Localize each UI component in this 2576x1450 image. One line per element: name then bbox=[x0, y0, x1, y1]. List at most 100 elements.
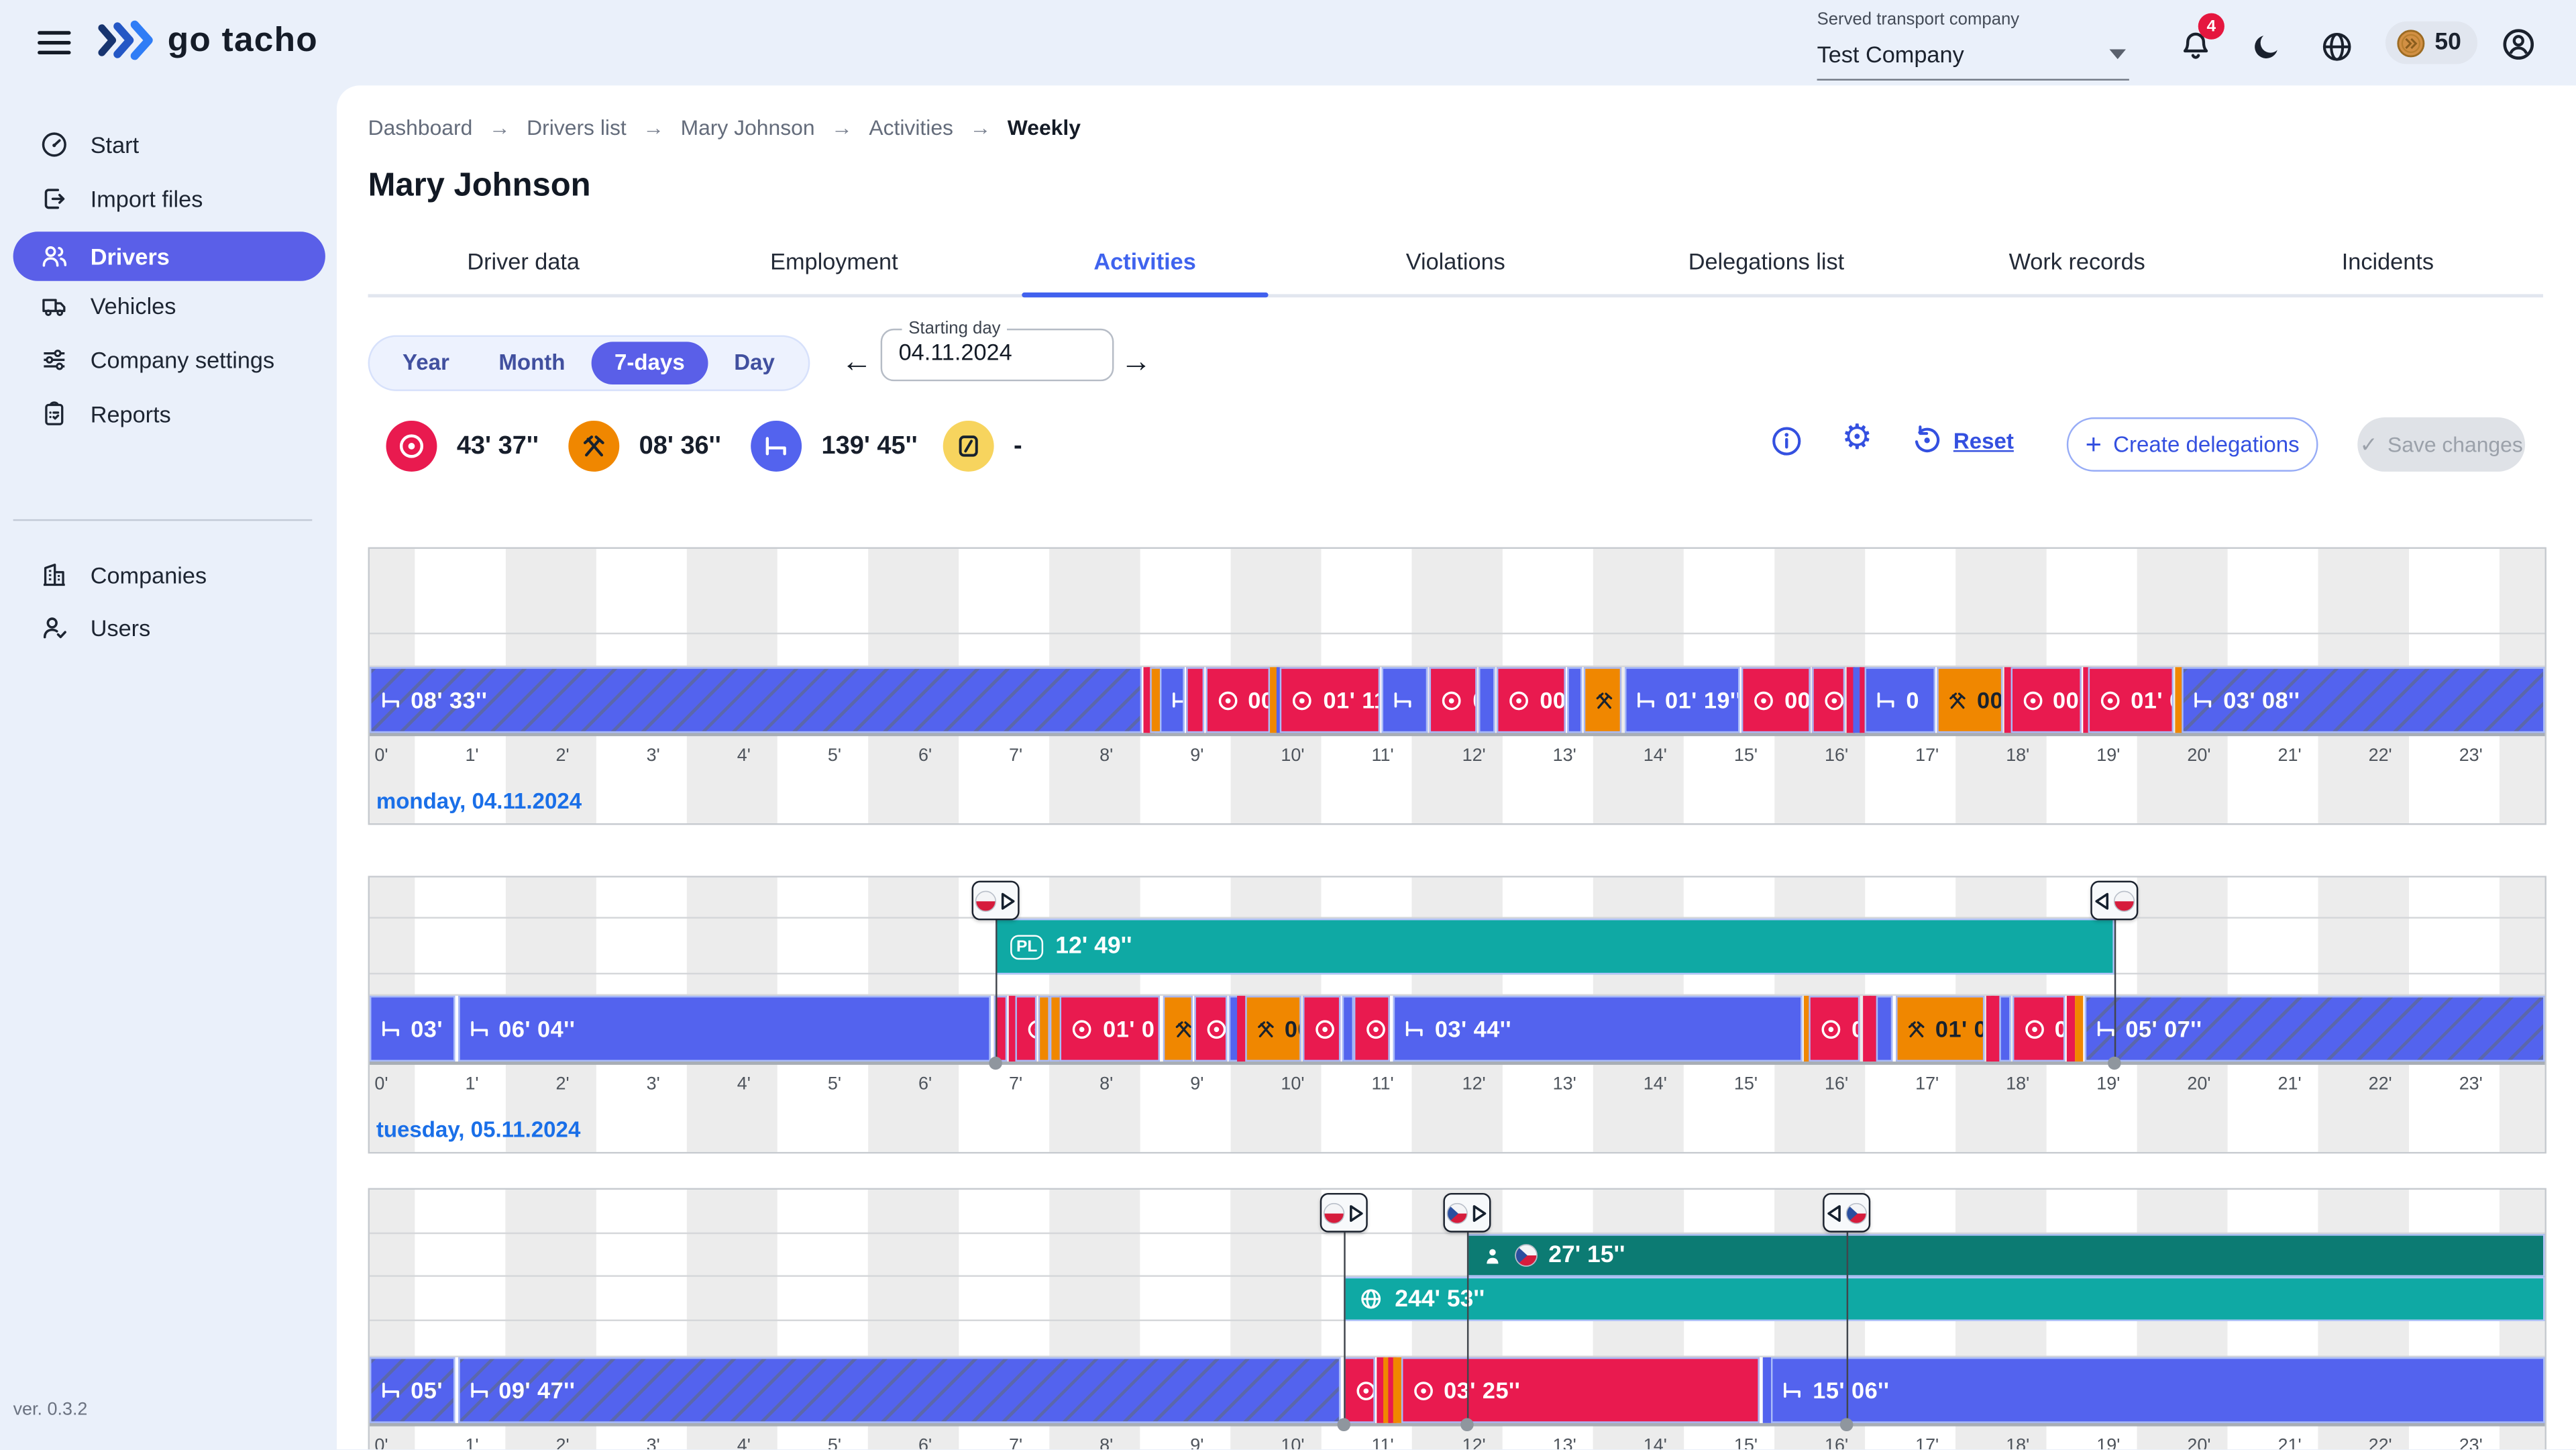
tab-employment[interactable]: Employment bbox=[770, 248, 898, 274]
activity-segment-rest[interactable]: 03' 44'' bbox=[1393, 996, 1802, 1062]
country-presence-bar[interactable]: 27' 15'' bbox=[1466, 1234, 2545, 1277]
activity-segment-rest[interactable] bbox=[1568, 667, 1582, 733]
activity-segment-drive[interactable]: 0 bbox=[1809, 996, 1861, 1062]
activity-segment-work[interactable] bbox=[2175, 667, 2184, 733]
activity-segment-drive[interactable]: 00' bbox=[2010, 667, 2081, 733]
breadcrumb-item-activities[interactable]: Activities bbox=[869, 115, 953, 140]
activity-segment-rest[interactable]: 05' bbox=[370, 1357, 456, 1423]
info-icon[interactable] bbox=[1770, 424, 1804, 458]
activity-segment-drive[interactable]: 01' 09 bbox=[2088, 667, 2174, 733]
activity-segment-drive[interactable]: 00 bbox=[1497, 667, 1566, 733]
activity-segment-work[interactable] bbox=[1163, 996, 1193, 1062]
create-delegations-button[interactable]: + Create delegations bbox=[2066, 417, 2318, 472]
tab-driver-data[interactable]: Driver data bbox=[467, 248, 580, 274]
activity-segment-rest[interactable] bbox=[1852, 667, 1861, 733]
activity-segment-rest[interactable]: 15' 06'' bbox=[1772, 1357, 2545, 1423]
activity-segment-drive[interactable]: 01' 11'' bbox=[1280, 667, 1380, 733]
activity-segment-drive[interactable] bbox=[1869, 996, 1878, 1062]
breadcrumb-item-dashboard[interactable]: Dashboard bbox=[368, 115, 473, 140]
border-crossing-marker-pl-start[interactable] bbox=[1320, 1192, 1368, 1233]
period-option-7-days[interactable]: 7-days bbox=[591, 342, 708, 385]
notifications-bell-icon[interactable] bbox=[2178, 30, 2212, 64]
activity-segment-drive[interactable] bbox=[1812, 667, 1845, 733]
activity-segment-drive[interactable] bbox=[1863, 996, 1872, 1062]
sidebar-item-start[interactable]: Start bbox=[13, 120, 325, 169]
activity-segment-drive[interactable]: 00 bbox=[1205, 667, 1271, 733]
activity-segment-rest[interactable] bbox=[1159, 667, 1185, 733]
sidebar-item-import-files[interactable]: Import files bbox=[13, 174, 325, 223]
activity-segment-work[interactable] bbox=[1038, 996, 1051, 1062]
activity-segment-drive[interactable] bbox=[2066, 996, 2075, 1062]
activity-segment-rest[interactable] bbox=[1999, 996, 2011, 1062]
activity-segment-rest[interactable]: 05' 07'' bbox=[2084, 996, 2545, 1062]
sidebar-item-company-settings[interactable]: Company settings bbox=[13, 335, 325, 384]
settings-gear-icon[interactable]: ⚙ bbox=[1841, 419, 1873, 457]
activity-segment-rest[interactable] bbox=[1381, 667, 1428, 733]
previous-period-arrow[interactable]: ← bbox=[841, 345, 873, 380]
activity-segment-work[interactable] bbox=[1393, 1357, 1402, 1423]
day-link[interactable]: tuesday, 05.11.2024 bbox=[376, 1117, 581, 1143]
activity-segment-rest[interactable] bbox=[1479, 667, 1495, 733]
activity-segment-rest[interactable] bbox=[1876, 996, 1892, 1062]
activity-segment-rest[interactable]: 0 bbox=[1865, 667, 1936, 733]
reset-link[interactable]: Reset bbox=[1953, 427, 2014, 453]
activity-segment-rest[interactable]: 01' 19'' bbox=[1623, 667, 1740, 733]
activity-segment-drive[interactable] bbox=[1354, 996, 1391, 1062]
language-globe-icon[interactable] bbox=[2320, 30, 2354, 64]
activity-segment-drive[interactable]: 01' 0 bbox=[1060, 996, 1161, 1062]
period-option-month[interactable]: Month bbox=[498, 350, 566, 375]
activity-segment-rest[interactable]: 06' 04'' bbox=[458, 996, 991, 1062]
tab-delegations-list[interactable]: Delegations list bbox=[1688, 248, 1845, 274]
activity-segment-drive[interactable] bbox=[1238, 996, 1246, 1062]
activity-segment-rest[interactable]: 09' 47'' bbox=[458, 1357, 1342, 1423]
sidebar-item-reports[interactable]: Reports bbox=[13, 389, 325, 438]
activity-segment-drive[interactable]: 0 bbox=[1430, 667, 1477, 733]
save-changes-button[interactable]: ✓ Save changes bbox=[2357, 417, 2526, 472]
activity-segment-rest[interactable] bbox=[1763, 1357, 1772, 1423]
activity-segment-drive[interactable] bbox=[1344, 1357, 1376, 1423]
sidebar-item-users[interactable]: Users bbox=[13, 603, 325, 652]
period-option-year[interactable]: Year bbox=[402, 350, 449, 375]
day-link[interactable]: monday, 04.11.2024 bbox=[376, 788, 582, 814]
activity-segment-rest[interactable]: 03' bbox=[370, 996, 456, 1062]
breadcrumb-item-mary-johnson[interactable]: Mary Johnson bbox=[680, 115, 815, 140]
app-logo[interactable]: go tacho bbox=[95, 19, 318, 60]
border-crossing-marker-cz-start[interactable] bbox=[1442, 1192, 1491, 1233]
activity-segment-work[interactable]: 01' 0 bbox=[1896, 996, 1985, 1062]
dark-mode-moon-icon[interactable] bbox=[2251, 30, 2284, 62]
next-period-arrow[interactable]: → bbox=[1120, 345, 1152, 380]
activity-segment-drive[interactable]: 0 bbox=[2012, 996, 2065, 1062]
country-presence-bar[interactable]: 244' 53'' bbox=[1344, 1276, 2545, 1321]
sidebar-item-drivers[interactable]: Drivers bbox=[13, 231, 325, 281]
starting-day-field[interactable]: Starting day 04.11.2024 bbox=[880, 319, 1114, 382]
sidebar-item-vehicles[interactable]: Vehicles bbox=[13, 281, 325, 330]
activity-segment-drive[interactable] bbox=[1992, 996, 2000, 1062]
activity-segment-drive[interactable]: 03' 25'' bbox=[1401, 1357, 1760, 1423]
border-crossing-marker-cz-end[interactable] bbox=[1823, 1192, 1871, 1233]
activity-segment-rest[interactable]: 08' 33'' bbox=[370, 667, 1142, 733]
activity-segment-drive[interactable]: 00 bbox=[1741, 667, 1811, 733]
hamburger-menu-icon[interactable] bbox=[36, 25, 72, 61]
activity-segment-work[interactable]: 00 bbox=[1245, 996, 1301, 1062]
tab-activities[interactable]: Activities bbox=[989, 243, 1300, 294]
activity-segment-rest[interactable] bbox=[1343, 996, 1355, 1062]
tab-violations[interactable]: Violations bbox=[1405, 248, 1505, 274]
tab-incidents[interactable]: Incidents bbox=[2341, 248, 2434, 274]
breadcrumb-item-drivers-list[interactable]: Drivers list bbox=[527, 115, 627, 140]
activity-segment-work[interactable] bbox=[2075, 996, 2084, 1062]
sidebar-item-companies[interactable]: Companies bbox=[13, 550, 325, 599]
activity-segment-drive[interactable] bbox=[1014, 996, 1037, 1062]
activity-segment-drive[interactable] bbox=[1185, 667, 1203, 733]
credits-pill[interactable]: 50 bbox=[2385, 21, 2478, 64]
account-avatar-icon[interactable] bbox=[2500, 26, 2536, 62]
activity-segment-drive[interactable] bbox=[1194, 996, 1228, 1062]
tab-work-records[interactable]: Work records bbox=[2008, 248, 2145, 274]
activity-segment-work[interactable] bbox=[1049, 996, 1061, 1062]
served-company-select[interactable]: Test Company bbox=[1817, 33, 2129, 81]
activity-segment-work[interactable]: 0 bbox=[1584, 667, 1623, 733]
border-crossing-marker-pl-start[interactable] bbox=[971, 880, 1019, 921]
activity-segment-work[interactable]: 00'' bbox=[1937, 667, 2003, 733]
period-option-day[interactable]: Day bbox=[734, 350, 775, 375]
activity-segment-drive[interactable] bbox=[1303, 996, 1342, 1062]
country-presence-bar[interactable]: PL 12' 49'' bbox=[995, 918, 2114, 975]
